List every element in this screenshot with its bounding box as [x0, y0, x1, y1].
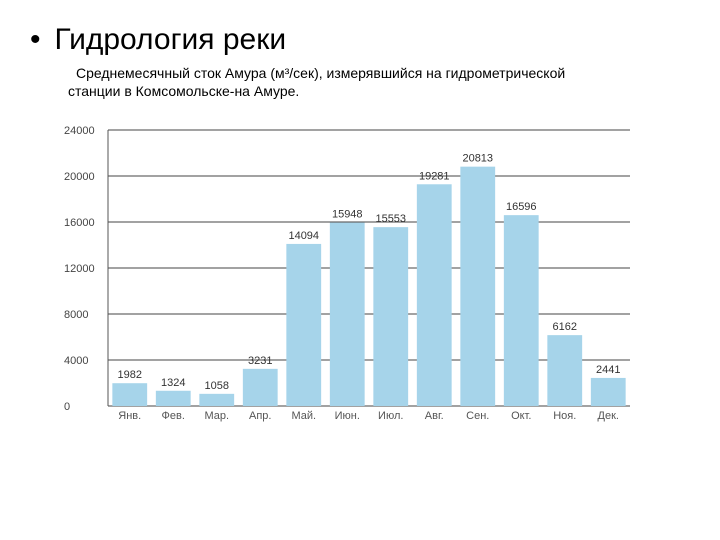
data-label: 19281	[419, 170, 450, 182]
category-label: Июн.	[335, 410, 360, 422]
y-tick-label: 0	[64, 401, 70, 413]
data-label: 3231	[248, 355, 272, 367]
data-label: 1058	[205, 380, 229, 392]
data-label: 14094	[288, 230, 319, 242]
category-label: Июл.	[378, 410, 403, 422]
category-label: Май.	[291, 410, 316, 422]
category-label: Окт.	[511, 410, 531, 422]
y-tick-label: 12000	[64, 263, 95, 275]
data-label: 16596	[506, 201, 537, 213]
data-label: 15948	[332, 209, 363, 221]
bar	[373, 227, 409, 406]
bar	[416, 184, 452, 406]
slide-title: • Гидрология реки	[30, 20, 286, 60]
category-label: Янв.	[118, 410, 141, 422]
bar	[460, 166, 496, 406]
caption-line-1: Среднемесячный сток Амура (м³/сек), изме…	[76, 65, 566, 81]
bar	[112, 383, 148, 406]
category-label: Авг.	[425, 410, 444, 422]
bar	[199, 393, 235, 406]
bar	[547, 335, 583, 406]
title-bullet: •	[30, 23, 41, 56]
bar	[155, 390, 191, 406]
y-tick-label: 20000	[64, 171, 95, 183]
chart-caption: Среднемесячный сток Амура (м³/сек), изме…	[68, 64, 648, 100]
y-tick-label: 8000	[64, 309, 88, 321]
bar	[503, 215, 539, 406]
y-tick-label: 24000	[64, 125, 95, 137]
caption-line-2: станции в Комсомольске-на Амуре.	[68, 83, 300, 99]
data-label: 6162	[553, 321, 577, 333]
bar	[590, 377, 626, 406]
category-label: Сен.	[466, 410, 489, 422]
title-text: Гидрология реки	[54, 23, 287, 56]
data-label: 20813	[462, 153, 493, 165]
category-label: Мар.	[204, 410, 229, 422]
category-label: Ноя.	[553, 410, 576, 422]
bar	[286, 243, 322, 406]
category-label: Апр.	[249, 410, 271, 422]
y-tick-label: 16000	[64, 217, 95, 229]
bar	[329, 222, 365, 406]
bar	[242, 368, 278, 406]
data-label: 1982	[118, 369, 142, 381]
data-label: 2441	[596, 364, 620, 376]
data-label: 15553	[375, 213, 406, 225]
y-tick-label: 4000	[64, 355, 88, 367]
category-label: Дек.	[598, 410, 619, 422]
data-label: 1324	[161, 377, 185, 389]
category-label: Фев.	[162, 410, 185, 422]
